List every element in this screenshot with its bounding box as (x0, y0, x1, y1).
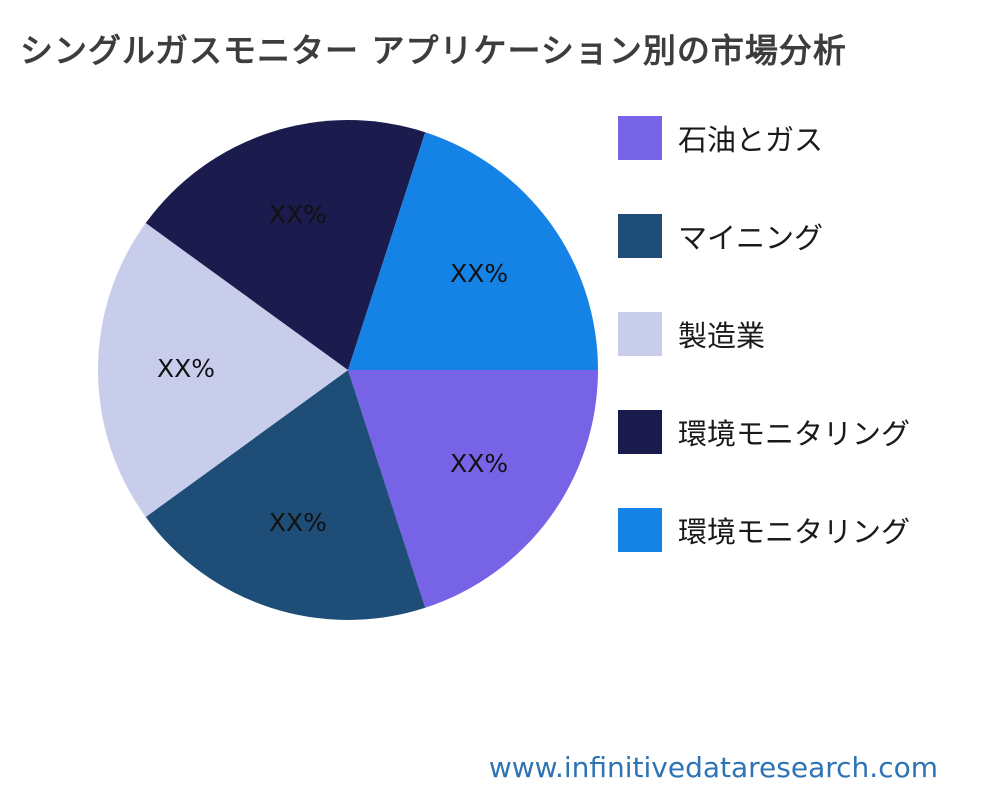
legend-swatch-0 (618, 116, 662, 160)
legend-swatch-4 (618, 508, 662, 552)
legend-item-mining: マイニング (618, 214, 910, 258)
pie-slice-label-2: XX% (157, 354, 215, 383)
pie-slice-label-4: XX% (450, 259, 508, 288)
pie-slice-label-0: XX% (450, 449, 508, 478)
legend-label: マイニング (678, 221, 824, 255)
pie-slice-3 (145, 120, 426, 371)
pie-slice-label-3: XX% (269, 200, 327, 229)
legend-label: 石油とガス (678, 123, 824, 157)
legend-swatch-3 (618, 410, 662, 454)
legend-label: 環境モニタリング (678, 417, 911, 451)
chart-title: シングルガスモニター アプリケーション別の市場分析 (20, 31, 847, 70)
legend-item-environmental-monitoring-1: 環境モニタリング (618, 410, 910, 454)
legend-swatch-1 (618, 214, 662, 258)
watermark-url: www.infinitivedataresearch.com (488, 751, 938, 784)
legend-label: 環境モニタリング (678, 515, 911, 549)
pie-slice-4 (348, 132, 598, 370)
legend-label: 製造業 (678, 319, 766, 353)
legend-item-environmental-monitoring-2: 環境モニタリング (618, 508, 910, 552)
pie-slice-0 (348, 370, 598, 608)
pie-slice-1 (145, 370, 426, 620)
pie-chart: XX% XX% XX% XX% XX% (98, 120, 598, 620)
legend: 石油とガス マイニング 製造業 環境モニタリング 環境モニタリング (618, 116, 910, 552)
legend-swatch-2 (618, 312, 662, 356)
pie-slice-label-1: XX% (269, 508, 327, 537)
legend-item-oil-gas: 石油とガス (618, 116, 910, 160)
pie-slice-2 (98, 223, 349, 517)
legend-item-manufacturing: 製造業 (618, 312, 910, 356)
